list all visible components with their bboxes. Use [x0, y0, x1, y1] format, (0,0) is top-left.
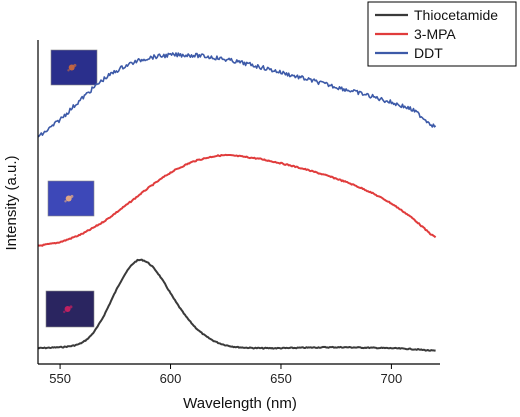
legend-label-3-mpa: 3-MPA: [414, 26, 456, 42]
inset-image-ddt: [50, 49, 98, 86]
inset-photos: [45, 49, 98, 328]
x-tick-label: 650: [270, 371, 292, 386]
x-tick-label: 600: [160, 371, 182, 386]
inset-image-thiocetamide: [45, 290, 95, 328]
x-tick-label: 550: [49, 371, 71, 386]
legend-label-thiocetamide: Thiocetamide: [414, 7, 498, 23]
x-axis-ticks: 550 600 650 700: [49, 364, 402, 386]
plot-lines: [37, 52, 437, 352]
series-line-thiocetamide: [37, 258, 436, 352]
inset-image-3-mpa: [47, 180, 95, 217]
x-axis-title: Wavelength (nm): [183, 395, 297, 412]
legend: Thiocetamide 3-MPA DDT: [367, 1, 517, 67]
y-axis-title: Intensity (a.u.): [3, 155, 20, 250]
series-line-ddt: [37, 52, 437, 138]
series-line-3-mpa: [37, 153, 437, 247]
x-tick-label: 700: [381, 371, 403, 386]
legend-label-ddt: DDT: [414, 45, 443, 61]
